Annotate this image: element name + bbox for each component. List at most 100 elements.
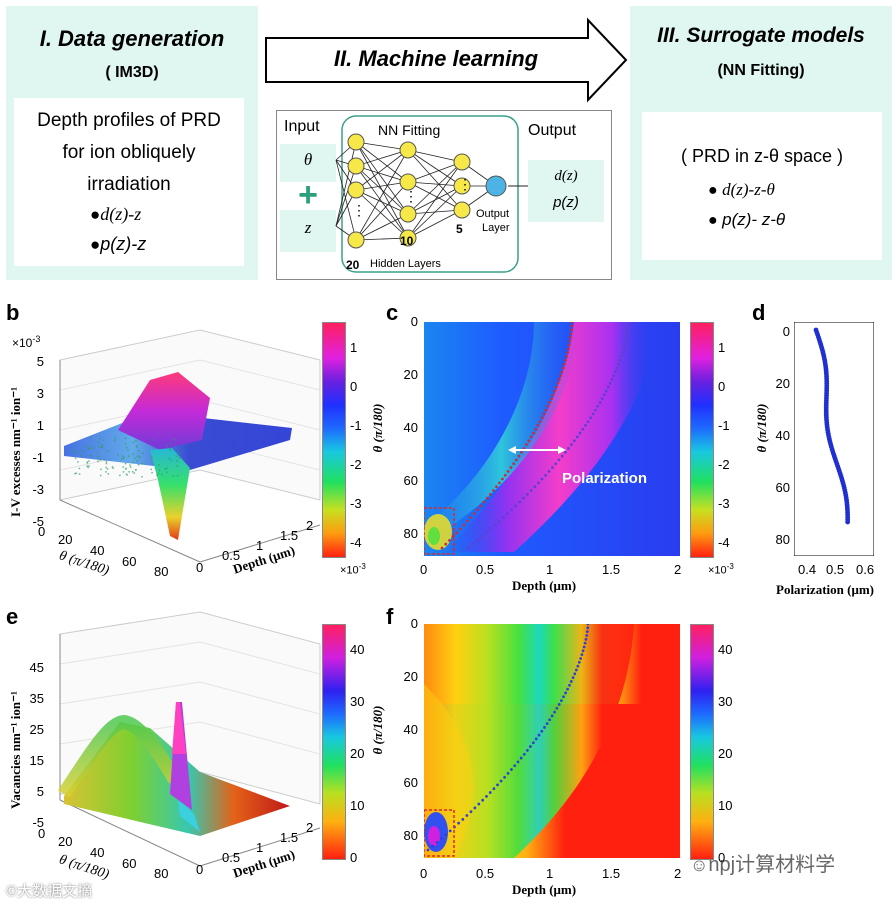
p-curve-dot <box>548 470 551 473</box>
b-ztick: 3 <box>22 386 44 418</box>
c-cbtick: -2 <box>718 457 730 496</box>
f-curve-dot <box>427 849 430 852</box>
e-xtick: 20 <box>58 834 72 849</box>
polarization-dot <box>845 520 850 525</box>
d-curve-dot <box>548 401 551 404</box>
d-curve-dot <box>558 378 561 381</box>
p-curve-dot <box>467 547 470 550</box>
e-xtick: 60 <box>122 856 136 871</box>
f-curve-dot <box>566 688 569 691</box>
p-curve-dot <box>625 332 628 335</box>
p-curve-dot <box>533 485 536 488</box>
d-curve-dot <box>476 508 479 511</box>
speckle <box>108 473 110 475</box>
p-curve-dot <box>489 527 492 530</box>
f-curve-dot <box>474 806 477 809</box>
d-curve-dot <box>543 413 546 416</box>
e-cbtick: 40 <box>350 642 364 694</box>
speckle <box>136 447 138 449</box>
d-curve-dot <box>495 485 498 488</box>
speckle <box>159 470 161 472</box>
c-ytick: 80 <box>392 526 418 541</box>
speckle <box>75 473 77 475</box>
f-curve-dot <box>583 646 586 649</box>
c-xtick: 0 <box>420 562 427 577</box>
f-curve-dot <box>529 745 532 748</box>
f-xtick: 0.5 <box>476 866 494 881</box>
bullet-pzt: ● p(z)- z-θ <box>708 210 785 230</box>
d-curve-dot <box>501 478 504 481</box>
d-curve-dot <box>568 344 571 347</box>
speckle <box>135 469 137 471</box>
e-ztick: 45 <box>22 660 44 691</box>
speckle <box>106 461 108 463</box>
speckle <box>158 464 160 466</box>
output-dz: d(z) <box>528 168 604 185</box>
speckle <box>127 449 128 451</box>
p-curve-dot <box>493 524 496 527</box>
speckle <box>176 460 178 462</box>
speckle <box>122 456 124 458</box>
e-cbtick: 20 <box>350 746 364 798</box>
speckle <box>126 474 128 476</box>
b-cbtick: -1 <box>350 418 362 457</box>
b-xtick: 80 <box>154 564 168 579</box>
e-ztick: 15 <box>22 753 44 784</box>
d-curve-dot <box>515 458 518 461</box>
b-cbtick: 1 <box>350 340 362 379</box>
d-xtick: 0.4 <box>798 562 816 577</box>
p-curve-dot <box>502 516 505 519</box>
dots-layer3: ⋮ <box>458 176 472 193</box>
panel-c-cb-exponent: ×10-3 <box>708 562 734 577</box>
p-curve-dot <box>587 420 590 423</box>
p-curve-dot <box>623 344 626 347</box>
panel-c-colorbar <box>690 322 714 558</box>
f-curve-dot <box>532 741 535 744</box>
b-cbtick: -2 <box>350 457 362 496</box>
f-curve-dot <box>526 749 529 752</box>
f-curve-dot <box>582 649 585 652</box>
p-curve-dot <box>537 481 540 484</box>
speckle <box>87 461 89 463</box>
d-curve-dot <box>530 436 533 439</box>
e-ytick: 0 <box>196 862 203 877</box>
d-curve-dot <box>534 428 537 431</box>
speckle <box>166 472 168 474</box>
speckle <box>139 457 141 459</box>
c-xtick: 1 <box>546 562 553 577</box>
f-ytick: 40 <box>392 722 418 775</box>
panel-b-colorbar <box>322 322 346 558</box>
watermark-right: ☺npj计算材料学 <box>690 848 835 877</box>
d-curve-dot <box>564 359 567 362</box>
f-cbtick: 30 <box>718 694 732 746</box>
panel-c-ylabel: θ (π/180) <box>370 388 386 468</box>
d-curve-dot <box>527 439 530 442</box>
speckle <box>138 464 140 466</box>
p-curve-dot <box>514 504 517 507</box>
p-curve-dot <box>554 462 557 465</box>
c-ytick: 60 <box>392 473 418 526</box>
speckle <box>151 472 153 474</box>
speckle <box>88 465 90 467</box>
speckle <box>103 439 105 441</box>
p-curve-dot <box>607 386 610 389</box>
speckle <box>79 473 81 475</box>
b-ztick: 5 <box>22 354 44 386</box>
d-ytick: 0 <box>766 324 790 376</box>
f-curve-dot <box>564 692 567 695</box>
f-curve-dot <box>543 726 546 729</box>
speckle <box>117 454 119 456</box>
p-curve-dot <box>618 359 621 362</box>
p-curve-dot <box>589 416 592 419</box>
b-ztick: 1 <box>22 418 44 450</box>
p-curve-dot <box>522 497 525 500</box>
d-curve-dot <box>550 397 553 400</box>
d-curve-dot <box>569 336 572 339</box>
p-curve-dot <box>596 405 599 408</box>
speckle <box>133 472 135 474</box>
f-curve-dot <box>444 833 447 836</box>
speckle <box>170 442 172 444</box>
f-ytick: 80 <box>392 828 418 843</box>
e-cbtick: 10 <box>350 798 364 850</box>
b-cbtick: -3 <box>350 496 362 535</box>
